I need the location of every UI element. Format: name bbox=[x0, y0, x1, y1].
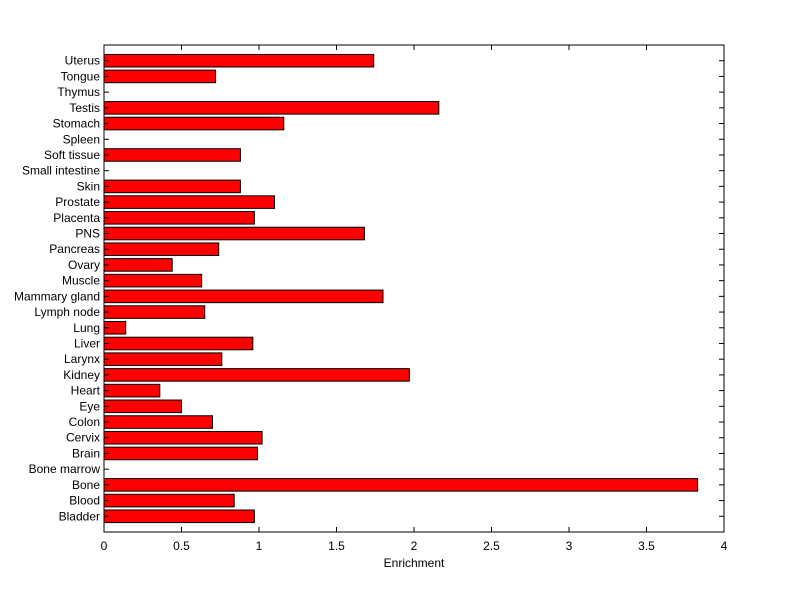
bar-ovary bbox=[103, 258, 173, 272]
y-tick-label-eye: Eye bbox=[79, 399, 100, 413]
bar-pns bbox=[103, 226, 365, 241]
y-tick-label-pns: PNS bbox=[75, 227, 100, 241]
bar-larynx bbox=[103, 352, 223, 366]
y-tick-label-skin: Skin bbox=[77, 179, 100, 193]
bar-uterus bbox=[103, 53, 375, 68]
bar-skin bbox=[103, 179, 241, 194]
bar-placenta bbox=[103, 211, 255, 225]
bar-liver bbox=[103, 336, 254, 351]
y-tick-label-small-intestine: Small intestine bbox=[22, 164, 100, 178]
y-tick-label-spleen: Spleen bbox=[63, 132, 100, 146]
y-tick-label-lung: Lung bbox=[73, 321, 100, 335]
bar-eye bbox=[103, 399, 182, 414]
x-tick-label: 0.5 bbox=[173, 539, 190, 553]
y-tick-label-pancreas: Pancreas bbox=[49, 242, 100, 256]
plot-frame bbox=[103, 44, 725, 533]
y-tick-label-larynx: Larynx bbox=[64, 352, 100, 366]
x-tick-label: 2 bbox=[411, 539, 418, 553]
bar-blood bbox=[103, 493, 235, 508]
y-tick-label-ovary: Ovary bbox=[68, 258, 100, 272]
bar-heart bbox=[103, 383, 161, 398]
bar-mammary-gland bbox=[103, 289, 384, 304]
bar-kidney bbox=[103, 368, 410, 382]
y-tick-label-mammary-gland: Mammary gland bbox=[14, 289, 100, 303]
y-tick-label-kidney: Kidney bbox=[63, 368, 100, 382]
bar-soft-tissue bbox=[103, 148, 241, 162]
y-tick-label-liver: Liver bbox=[74, 336, 100, 350]
y-tick-label-lymph-node: Lymph node bbox=[34, 305, 100, 319]
y-tick-label-uterus: Uterus bbox=[65, 54, 100, 68]
y-tick-label-bladder: Bladder bbox=[59, 509, 100, 523]
bar-stomach bbox=[103, 116, 285, 131]
x-tick-label: 2.5 bbox=[483, 539, 500, 553]
y-tick-label-testis: Testis bbox=[69, 101, 100, 115]
bar-lymph-node bbox=[103, 305, 206, 319]
y-tick-label-stomach: Stomach bbox=[53, 117, 100, 131]
bar-testis bbox=[103, 101, 440, 115]
x-tick-label: 4 bbox=[721, 539, 728, 553]
x-tick-label: 1.5 bbox=[328, 539, 345, 553]
y-tick-label-brain: Brain bbox=[72, 446, 100, 460]
y-tick-label-prostate: Prostate bbox=[55, 195, 100, 209]
y-tick-label-muscle: Muscle bbox=[62, 274, 100, 288]
bar-cervix bbox=[103, 430, 263, 445]
x-tick-label: 3 bbox=[566, 539, 573, 553]
bars-layer bbox=[103, 53, 699, 524]
bar-bladder bbox=[103, 509, 255, 524]
bar-muscle bbox=[103, 273, 203, 288]
y-tick-label-placenta: Placenta bbox=[53, 211, 100, 225]
x-tick-label: 1 bbox=[256, 539, 263, 553]
y-tick-label-heart: Heart bbox=[71, 384, 101, 398]
bar-brain bbox=[103, 446, 258, 461]
bar-pancreas bbox=[103, 242, 220, 257]
y-tick-label-tongue: Tongue bbox=[61, 69, 101, 83]
x-tick-label: 0 bbox=[101, 539, 108, 553]
y-tick-label-bone-marrow: Bone marrow bbox=[29, 462, 101, 476]
x-axis-title: Enrichment bbox=[384, 556, 445, 570]
bar-bone bbox=[103, 478, 699, 492]
y-tick-label-cervix: Cervix bbox=[66, 431, 100, 445]
y-tick-label-colon: Colon bbox=[69, 415, 100, 429]
y-tick-label-soft-tissue: Soft tissue bbox=[44, 148, 100, 162]
y-tick-label-thymus: Thymus bbox=[57, 85, 100, 99]
x-tick-label: 3.5 bbox=[638, 539, 655, 553]
bar-tongue bbox=[103, 69, 217, 84]
y-tick-label-bone: Bone bbox=[72, 478, 100, 492]
bar-prostate bbox=[103, 195, 275, 209]
bar-colon bbox=[103, 415, 213, 429]
y-tick-label-blood: Blood bbox=[69, 494, 100, 508]
